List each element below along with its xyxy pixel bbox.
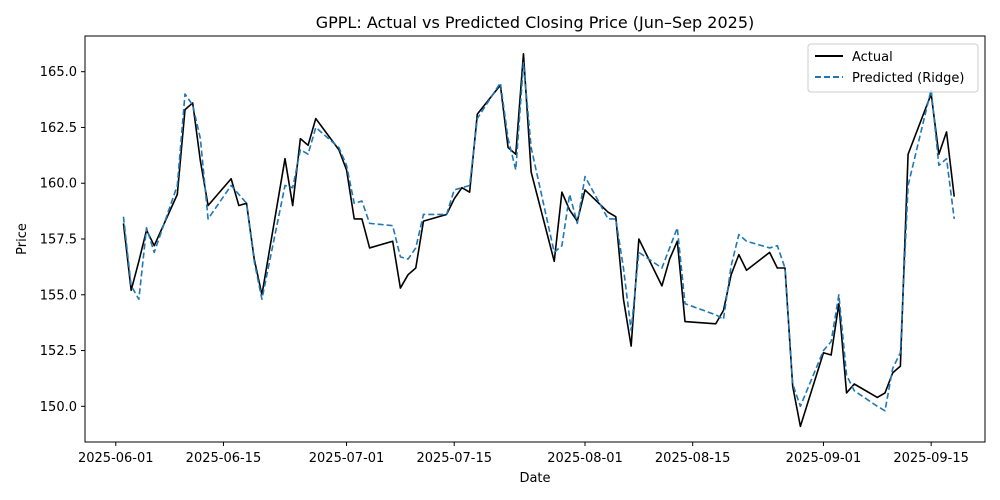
chart-title: GPPL: Actual vs Predicted Closing Price … <box>316 13 755 32</box>
x-tick-label: 2025-06-01 <box>78 451 154 466</box>
x-tick-label: 2025-09-15 <box>893 451 969 466</box>
legend: Actual Predicted (Ridge) <box>807 43 979 93</box>
y-tick-label: 162.5 <box>40 121 77 136</box>
x-axis-label: Date <box>519 471 550 486</box>
x-tick-label: 2025-06-15 <box>186 451 262 466</box>
x-tick-label: 2025-07-01 <box>309 451 385 466</box>
series-line-actual <box>122 53 956 428</box>
y-axis: 150.0 152.5 155.0 157.5 160.0 162.5 165.0 <box>40 65 85 415</box>
plot-area <box>122 53 956 428</box>
x-axis: 2025-06-01 2025-06-15 2025-07-01 2025-07-15… <box>78 442 969 466</box>
y-tick-label: 157.5 <box>40 233 77 248</box>
y-tick-label: 165.0 <box>40 65 77 80</box>
series-line-predicted <box>122 61 956 412</box>
legend-predicted-label: Predicted (Ridge) <box>852 71 964 86</box>
legend-box <box>807 43 979 93</box>
y-tick-label: 150.0 <box>40 400 77 415</box>
y-tick-label: 160.0 <box>40 177 77 192</box>
plot-frame <box>84 35 986 443</box>
x-tick-label: 2025-08-01 <box>547 451 623 466</box>
x-tick-label: 2025-09-01 <box>786 451 862 466</box>
legend-actual-label: Actual <box>852 50 893 65</box>
x-tick-label: 2025-07-15 <box>416 451 492 466</box>
x-tick-label: 2025-08-15 <box>655 451 731 466</box>
y-tick-label: 155.0 <box>40 288 77 303</box>
y-axis-label: Price <box>15 223 30 255</box>
y-tick-label: 152.5 <box>40 344 77 359</box>
